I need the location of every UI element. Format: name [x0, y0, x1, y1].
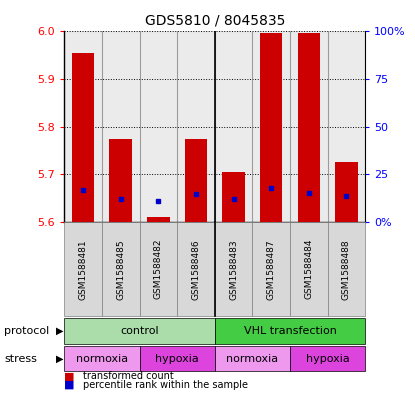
Bar [215, 31, 252, 222]
Bar [327, 31, 365, 222]
Text: normoxia: normoxia [76, 354, 128, 364]
Bar [72, 53, 95, 222]
Text: GSM1588482: GSM1588482 [154, 239, 163, 299]
Bar [147, 217, 170, 222]
Bar [177, 31, 215, 222]
Text: ▶: ▶ [56, 354, 63, 364]
Bar [110, 139, 132, 222]
Text: ■: ■ [64, 380, 75, 390]
Text: transformed count: transformed count [83, 371, 174, 381]
Text: GSM1588483: GSM1588483 [229, 239, 238, 299]
Bar [139, 31, 177, 222]
Bar [252, 31, 290, 222]
Bar [102, 31, 139, 222]
Text: hypoxia: hypoxia [306, 354, 349, 364]
Text: VHL transfection: VHL transfection [244, 326, 337, 336]
Text: hypoxia: hypoxia [155, 354, 199, 364]
Text: stress: stress [4, 354, 37, 364]
Text: percentile rank within the sample: percentile rank within the sample [83, 380, 248, 390]
Text: GSM1588484: GSM1588484 [304, 239, 313, 299]
Bar [185, 139, 207, 222]
Text: normoxia: normoxia [226, 354, 278, 364]
Text: GSM1588488: GSM1588488 [342, 239, 351, 299]
Bar [260, 33, 283, 222]
Bar [335, 162, 358, 222]
Text: GSM1588481: GSM1588481 [78, 239, 88, 299]
Text: control: control [120, 326, 159, 336]
Text: GSM1588487: GSM1588487 [267, 239, 276, 299]
Text: protocol: protocol [4, 326, 49, 336]
Bar [64, 31, 102, 222]
Text: GSM1588485: GSM1588485 [116, 239, 125, 299]
Bar [290, 31, 327, 222]
Text: ■: ■ [64, 371, 75, 381]
Bar [222, 172, 245, 222]
Text: ▶: ▶ [56, 326, 63, 336]
Title: GDS5810 / 8045835: GDS5810 / 8045835 [144, 13, 285, 28]
Text: GSM1588486: GSM1588486 [191, 239, 200, 299]
Bar [298, 33, 320, 222]
